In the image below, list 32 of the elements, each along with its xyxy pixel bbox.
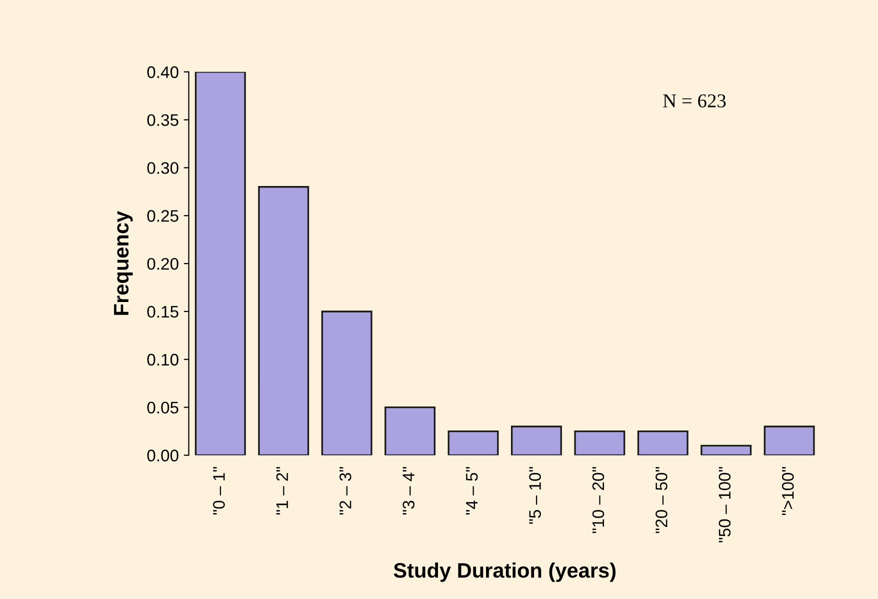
bar xyxy=(384,406,436,456)
y-tick-label: 0.15 xyxy=(147,306,178,318)
x-tick-label: "10 – 20" xyxy=(592,467,604,534)
x-tick-label: ">100" xyxy=(782,467,794,516)
x-tick-label: "3 – 4" xyxy=(402,467,414,515)
x-tick-label: "1 – 2" xyxy=(276,467,288,515)
bar xyxy=(764,426,815,456)
bar xyxy=(574,430,626,456)
bar xyxy=(448,430,499,456)
x-axis-title: Study Duration (years) xyxy=(394,562,616,582)
bar xyxy=(700,444,752,456)
annotation: N = 623 xyxy=(663,94,726,108)
bar xyxy=(321,310,372,456)
bar xyxy=(510,426,562,456)
y-tick-label: 0.35 xyxy=(147,114,178,126)
x-tick-label: "5 – 10" xyxy=(529,467,541,524)
x-tick-label: "0 – 1" xyxy=(213,467,225,515)
bar xyxy=(194,72,246,456)
y-axis-title: Frequency xyxy=(114,210,133,315)
bar xyxy=(637,430,688,456)
x-tick-label: "4 – 5" xyxy=(466,467,478,515)
y-tick-label: 0.20 xyxy=(147,258,178,270)
y-tick-label: 0.00 xyxy=(147,450,178,462)
y-tick-label: 0.10 xyxy=(147,354,178,366)
y-tick-label: 0.30 xyxy=(147,162,178,174)
y-tick-label: 0.05 xyxy=(147,402,178,414)
y-tick-label: 0.25 xyxy=(147,210,178,222)
x-tick-label: "50 – 100" xyxy=(718,467,731,542)
x-tick-label: "20 – 50" xyxy=(656,467,668,534)
x-tick-label: "2 – 3" xyxy=(339,467,352,515)
bar xyxy=(258,186,310,456)
y-tick-label: 0.40 xyxy=(147,66,178,78)
